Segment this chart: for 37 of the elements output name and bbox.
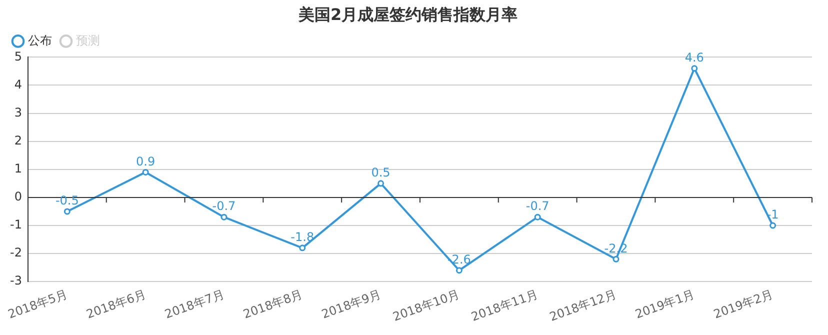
point <box>299 244 306 252</box>
y-tick-label: 4 <box>14 77 22 92</box>
data-label: -0.7 <box>526 199 550 214</box>
x-tick-label: 2019年2月 <box>712 286 775 322</box>
y-tick-label: 0 <box>14 190 22 204</box>
point <box>64 208 70 215</box>
point <box>220 214 228 220</box>
y-tick-label: -2 <box>10 246 22 260</box>
x-tick-label: 2018年10月 <box>390 286 462 324</box>
point <box>691 65 698 72</box>
y-tick-label: -1 <box>10 218 22 232</box>
y-tick-label: 3 <box>14 105 22 120</box>
point <box>142 168 149 176</box>
x-tick-label: 2018年5月 <box>6 286 70 322</box>
x-tick-label: 2018年8月 <box>241 286 304 322</box>
data-label: 0.9 <box>136 154 156 168</box>
data-label: -0.5 <box>55 194 79 208</box>
x-tick-label: 2018年11月 <box>469 286 540 324</box>
x-tick-label: 2019年1月 <box>633 286 696 322</box>
data-label: 4.6 <box>684 50 704 65</box>
y-tick-label: -3 <box>10 274 22 288</box>
x-tick-label: 2018年9月 <box>320 286 383 322</box>
point <box>534 214 541 220</box>
y-tick-label: 1 <box>14 162 22 176</box>
chart-title: 美国2月成屋签约销售指数月率 <box>297 4 518 24</box>
y-tick-label: 5 <box>14 49 22 64</box>
point <box>612 256 620 262</box>
point <box>378 180 384 187</box>
x-tick-label: 2018年6月 <box>84 286 148 322</box>
point <box>770 222 776 229</box>
y-tick-label: 2 <box>14 133 22 148</box>
data-label: 0.5 <box>371 166 390 180</box>
legend-label: 公布 <box>28 33 52 48</box>
x-tick-label: 2018年12月 <box>548 286 618 324</box>
x-tick-label: 2018年7月 <box>162 286 226 322</box>
point <box>456 267 462 274</box>
data-label: -0.7 <box>212 199 236 214</box>
